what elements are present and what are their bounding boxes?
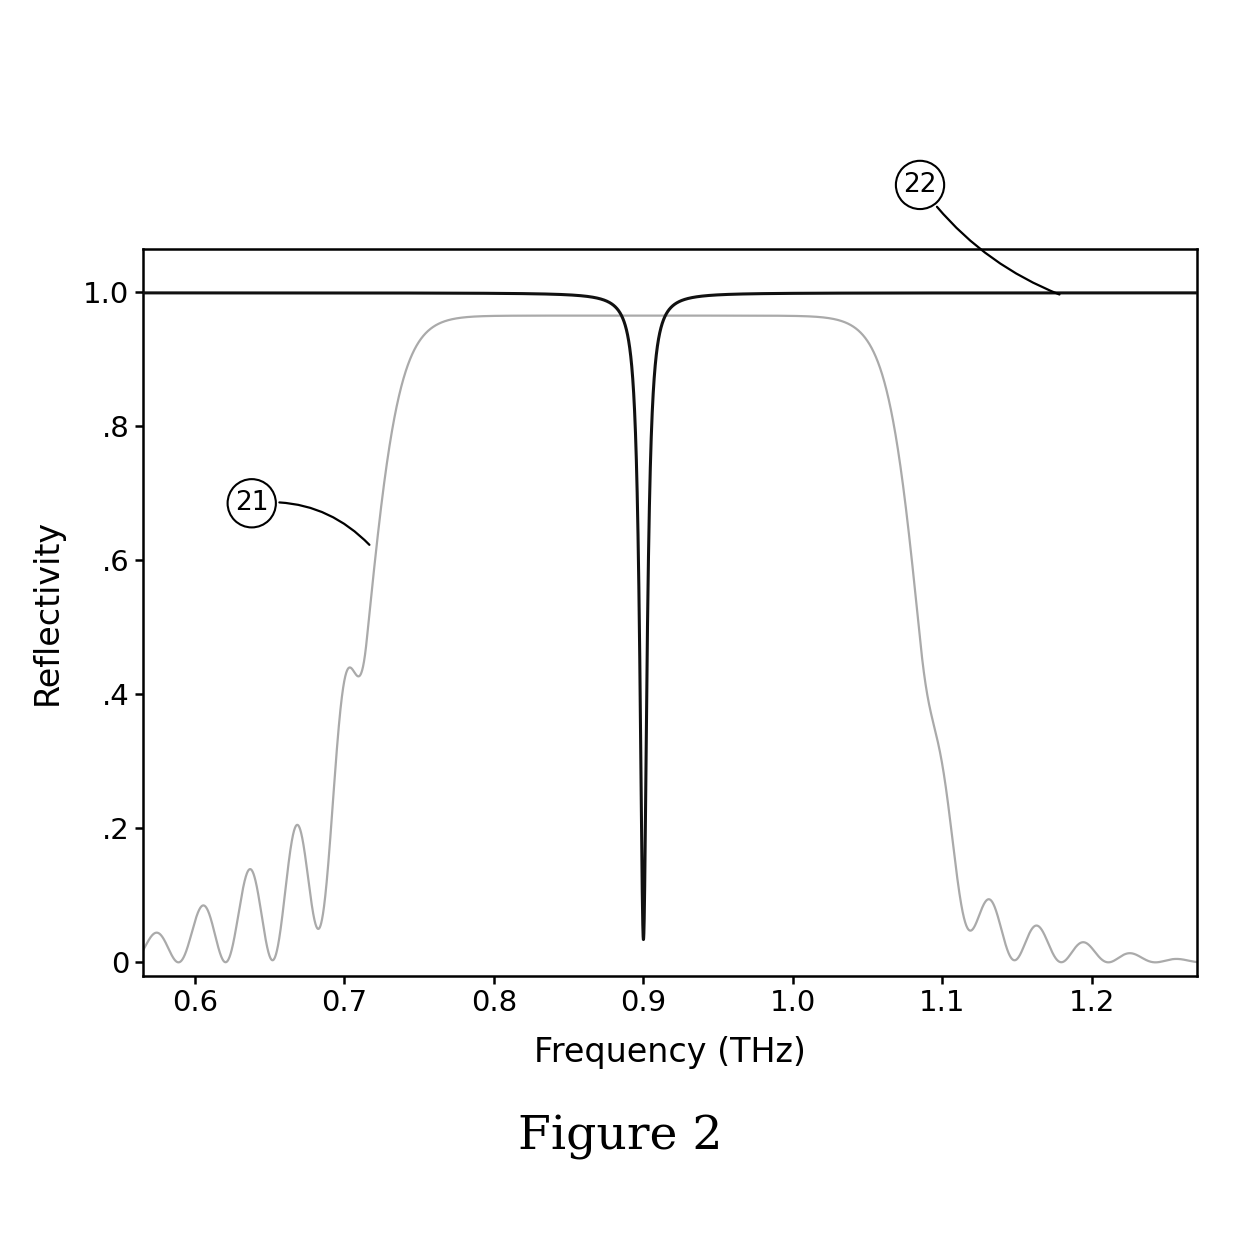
Y-axis label: Reflectivity: Reflectivity xyxy=(31,520,63,705)
Text: Figure 2: Figure 2 xyxy=(518,1115,722,1160)
X-axis label: Frequency (THz): Frequency (THz) xyxy=(533,1037,806,1069)
Text: 21: 21 xyxy=(236,490,370,544)
Text: 22: 22 xyxy=(903,172,1059,295)
